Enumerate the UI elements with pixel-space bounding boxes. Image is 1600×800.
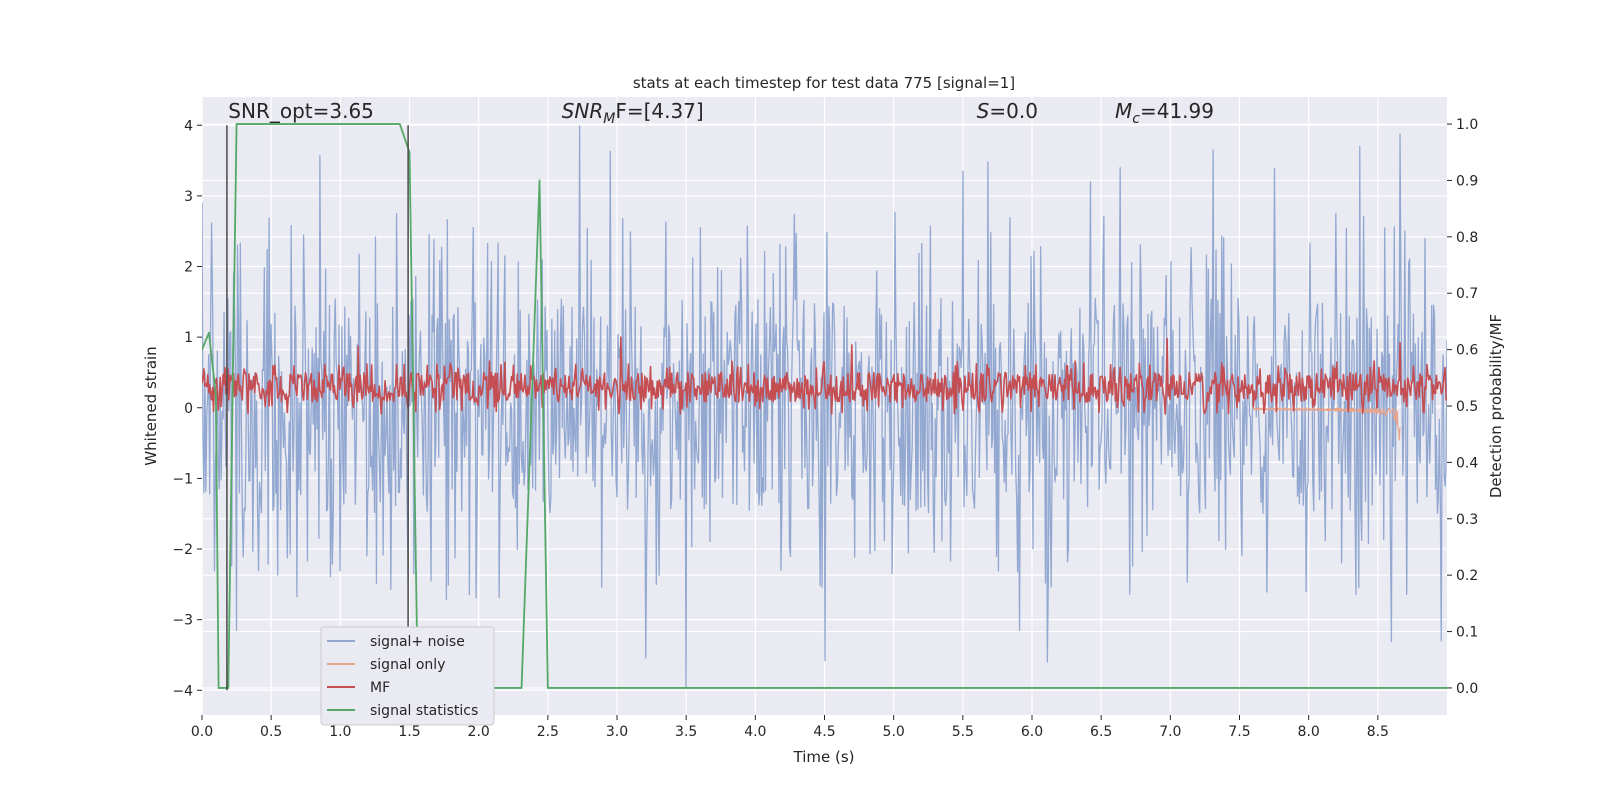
x-tick-label: 8.0 xyxy=(1298,724,1320,740)
x-tick-label: 8.5 xyxy=(1367,724,1389,740)
x-tick-label: 5.0 xyxy=(883,724,905,740)
y-tick-label: 2 xyxy=(184,260,193,276)
annotation-snr-mf: SNRMF=[4.37] xyxy=(562,99,704,127)
x-tick-label: 3.0 xyxy=(606,724,628,740)
x-tick-label: 5.5 xyxy=(952,724,974,740)
x-tick-label: 1.0 xyxy=(329,724,351,740)
x-tick-label: 4.5 xyxy=(813,724,835,740)
y2-tick-label: 0.6 xyxy=(1456,343,1478,359)
annotation-snr-opt: SNR_opt=3.65 xyxy=(228,99,374,123)
x-axis-label: Time (s) xyxy=(793,748,855,766)
x-tick-label: 6.5 xyxy=(1090,724,1112,740)
y2-tick-label: 0.3 xyxy=(1456,512,1478,528)
x-tick-label: 3.5 xyxy=(675,724,697,740)
x-tick-label: 2.0 xyxy=(468,724,490,740)
y2-tick-label: 0.4 xyxy=(1456,455,1478,471)
x-tick-label: 0.5 xyxy=(260,724,282,740)
series-signal-noise-line xyxy=(202,125,1447,689)
legend-label-signal-only: signal only xyxy=(370,657,445,673)
x-tick-label: 1.5 xyxy=(398,724,420,740)
series-signal-only-line xyxy=(1252,407,1401,441)
y2-tick-label: 0.5 xyxy=(1456,399,1478,415)
legend: signal+ noise signal only MF signal statist… xyxy=(320,626,495,726)
y2-tick-label: 0.9 xyxy=(1456,173,1478,189)
y2-tick-label: 0.1 xyxy=(1456,625,1478,641)
y-tick-label: 4 xyxy=(184,118,193,134)
legend-label-signal-statistics: signal statistics xyxy=(370,703,478,719)
chart-title: stats at each timestep for test data 775… xyxy=(633,74,1015,92)
y-tick-label: −1 xyxy=(172,471,193,487)
annotation-s-value: S=0.0 xyxy=(977,99,1038,123)
y2-tick-label: 0.0 xyxy=(1456,681,1478,697)
x-tick-label: 6.0 xyxy=(1021,724,1043,740)
series-signal-statistics-line xyxy=(202,123,1447,689)
y-axis-label: Whitened strain xyxy=(142,346,160,465)
x-tick-label: 2.5 xyxy=(537,724,559,740)
y2-tick-label: 0.8 xyxy=(1456,230,1478,246)
y-tick-label: −3 xyxy=(172,613,193,629)
legend-label-signal-noise: signal+ noise xyxy=(370,634,465,650)
y2-axis-label: Detection probability/MF xyxy=(1487,314,1505,498)
legend-box xyxy=(320,626,495,726)
y-tick-label: 3 xyxy=(184,189,193,205)
annotation-chirp-mass: Mc=41.99 xyxy=(1115,99,1214,127)
x-tick-label: 0.0 xyxy=(191,724,213,740)
x-tick-label: 7.5 xyxy=(1228,724,1250,740)
tick-labels: 0.0 0.5 1.0 1.5 2.0 2.5 3.0 3.5 4.0 4.5 5.0 5.5 6.0 6… xyxy=(172,117,1478,740)
annotations: SNR_opt=3.65 SNRMF=[4.37] S=0.0 Mc=41.99 xyxy=(228,99,1214,127)
y-tick-label: −2 xyxy=(172,542,193,558)
y-tick-label: 1 xyxy=(184,330,193,346)
legend-label-mf: MF xyxy=(370,680,390,696)
y2-tick-label: 0.2 xyxy=(1456,568,1478,584)
series-layer xyxy=(202,123,1447,691)
x-tick-label: 7.0 xyxy=(1159,724,1181,740)
y2-tick-label: 0.7 xyxy=(1456,286,1478,302)
y-tick-label: 0 xyxy=(184,401,193,417)
series-mf-line xyxy=(202,336,1447,415)
x-tick-label: 4.0 xyxy=(744,724,766,740)
y-tick-label: −4 xyxy=(172,683,193,699)
y2-tick-label: 1.0 xyxy=(1456,117,1478,133)
